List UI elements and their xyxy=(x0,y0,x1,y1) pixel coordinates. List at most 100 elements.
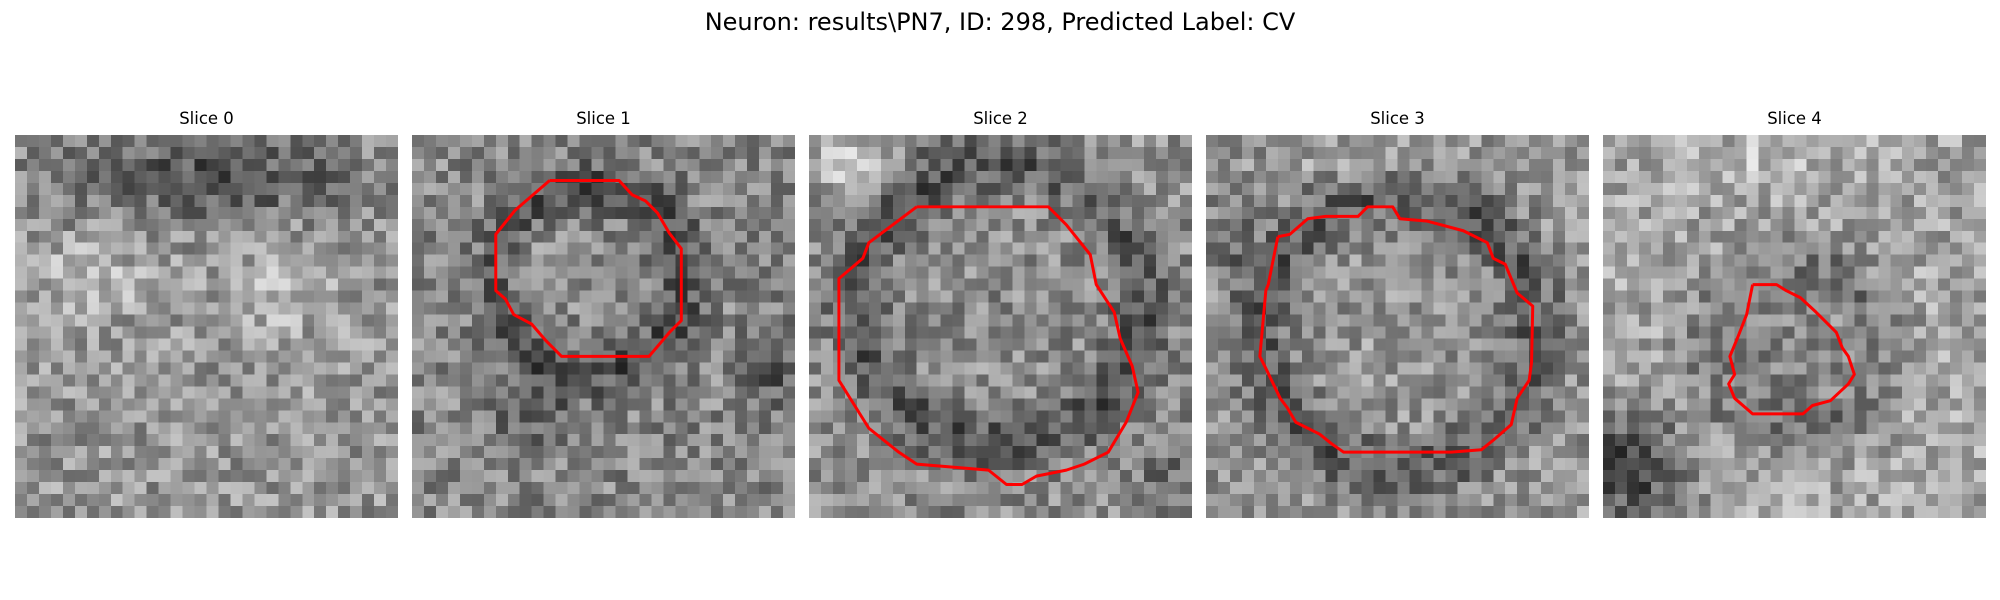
pixel xyxy=(1902,422,1915,435)
pixel xyxy=(507,194,520,208)
pixel xyxy=(1842,242,1855,255)
pixel xyxy=(1577,350,1589,363)
pixel xyxy=(362,470,375,483)
pixel xyxy=(50,170,64,184)
pixel xyxy=(1180,434,1192,447)
pixel xyxy=(1457,266,1470,279)
pixel xyxy=(194,266,207,279)
pixel xyxy=(1553,182,1566,196)
pixel xyxy=(1866,362,1879,375)
pixel xyxy=(134,170,147,184)
pixel xyxy=(928,386,941,399)
pixel xyxy=(1878,362,1891,375)
pixel xyxy=(290,170,303,184)
pixel xyxy=(1698,135,1711,148)
pixel xyxy=(1902,362,1915,375)
pixel xyxy=(1818,458,1831,471)
pixel xyxy=(98,482,111,495)
pixel xyxy=(1445,146,1458,160)
pixel xyxy=(1469,398,1482,411)
pixel xyxy=(1565,410,1578,423)
pixel xyxy=(1806,218,1819,231)
pixel xyxy=(1289,158,1302,172)
pixel xyxy=(110,218,123,231)
pixel xyxy=(1818,254,1831,267)
pixel xyxy=(1048,326,1061,339)
pixel xyxy=(723,266,736,279)
pixel xyxy=(194,206,207,220)
pixel xyxy=(531,494,544,507)
pixel xyxy=(1734,182,1747,196)
pixel xyxy=(1036,410,1049,423)
pixel xyxy=(916,446,929,459)
pixel xyxy=(435,135,449,148)
pixel xyxy=(278,302,291,315)
pixel xyxy=(1397,182,1410,196)
pixel xyxy=(1603,362,1616,375)
pixel xyxy=(809,254,822,267)
pixel xyxy=(1180,278,1192,291)
pixel xyxy=(1144,410,1157,423)
pixel xyxy=(1132,230,1145,243)
pixel xyxy=(1517,422,1530,435)
pixel xyxy=(362,422,375,435)
pixel xyxy=(1156,446,1169,459)
pixel xyxy=(916,434,929,447)
pixel xyxy=(1529,398,1542,411)
pixel xyxy=(759,266,772,279)
pixel xyxy=(1938,326,1951,339)
pixel xyxy=(1433,194,1446,208)
pixel xyxy=(747,458,760,471)
pixel xyxy=(1962,422,1975,435)
pixel xyxy=(1445,494,1458,507)
pixel xyxy=(86,482,100,495)
pixel xyxy=(1156,242,1169,255)
pixel xyxy=(1854,350,1867,363)
pixel xyxy=(952,230,965,243)
pixel xyxy=(1325,266,1338,279)
pixel xyxy=(639,206,652,220)
pixel xyxy=(1517,206,1530,220)
pixel xyxy=(759,230,772,243)
pixel xyxy=(230,326,243,339)
pixel xyxy=(314,326,327,339)
pixel xyxy=(507,398,520,411)
pixel xyxy=(1457,194,1470,208)
pixel xyxy=(976,494,989,507)
pixel xyxy=(74,278,88,291)
pixel xyxy=(735,242,748,255)
pixel xyxy=(230,470,243,483)
pixel xyxy=(1241,470,1255,483)
pixel xyxy=(759,386,772,399)
pixel xyxy=(976,278,989,291)
pixel xyxy=(555,398,568,411)
pixel xyxy=(1541,266,1554,279)
pixel xyxy=(880,374,894,387)
pixel xyxy=(1289,470,1302,483)
pixel xyxy=(615,470,628,483)
slice-title-1: Slice 1 xyxy=(576,109,631,128)
pixel xyxy=(1277,506,1291,518)
pixel xyxy=(1481,182,1494,196)
pixel xyxy=(1337,242,1350,255)
pixel xyxy=(1337,458,1350,471)
pixel xyxy=(1253,458,1267,471)
pixel xyxy=(1878,386,1891,399)
pixel xyxy=(1241,206,1255,220)
pixel xyxy=(723,170,736,184)
pixel xyxy=(1638,242,1652,255)
pixel xyxy=(844,326,858,339)
pixel xyxy=(952,362,965,375)
pixel xyxy=(1000,386,1013,399)
pixel xyxy=(1445,398,1458,411)
pixel xyxy=(290,386,303,399)
pixel xyxy=(170,458,183,471)
pixel xyxy=(1301,278,1314,291)
pixel xyxy=(1241,242,1255,255)
pixel xyxy=(1289,254,1302,267)
pixel xyxy=(1734,362,1747,375)
pixel xyxy=(1565,290,1578,303)
pixel xyxy=(1505,434,1518,447)
pixel xyxy=(50,434,64,447)
pixel xyxy=(1481,326,1494,339)
